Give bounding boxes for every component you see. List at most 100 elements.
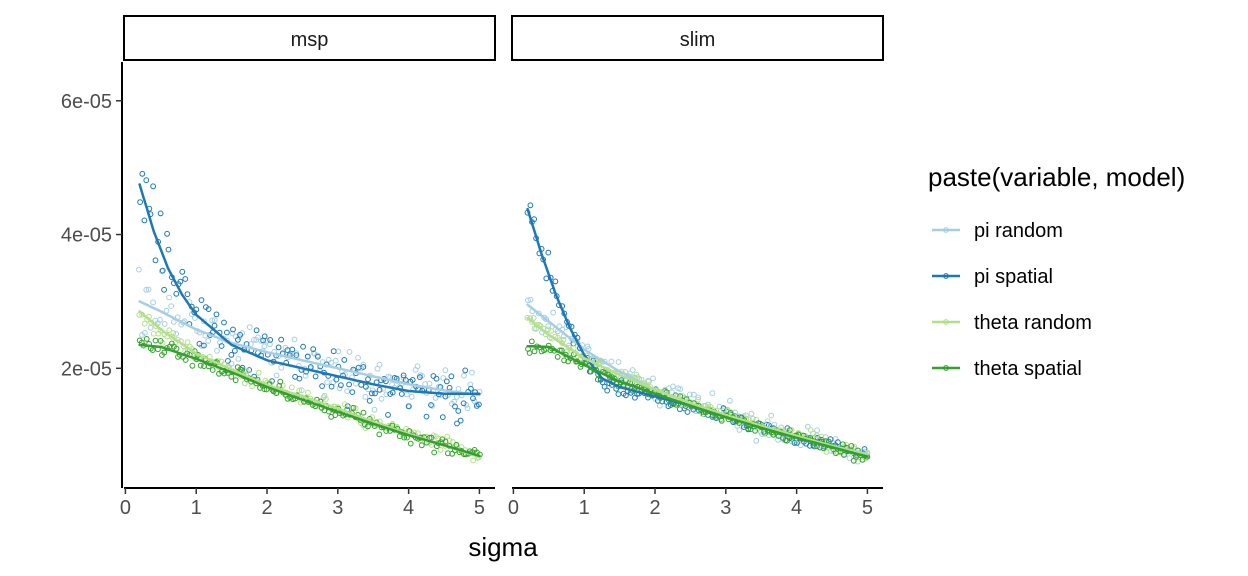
- data-point: [336, 385, 343, 392]
- data-point: [786, 427, 793, 434]
- data-point: [170, 319, 177, 325]
- data-point: [304, 353, 311, 360]
- legend: paste(variable, model) pi random pi spati…: [928, 162, 1185, 380]
- data-point: [214, 347, 220, 354]
- data-point: [365, 376, 371, 383]
- data-point: [344, 388, 351, 395]
- data-point: [695, 396, 701, 403]
- data-point: [197, 362, 204, 369]
- data-point: [332, 412, 339, 419]
- x-tick-label: 5: [862, 497, 873, 519]
- data-point: [615, 359, 622, 365]
- data-point: [608, 358, 615, 365]
- data-point: [300, 343, 307, 350]
- data-point: [768, 412, 775, 419]
- data-point: [246, 324, 253, 331]
- data-point: [454, 420, 460, 427]
- data-point: [470, 395, 476, 402]
- data-point: [152, 337, 159, 344]
- data-point: [150, 299, 157, 306]
- data-point: [330, 348, 337, 355]
- legend-label: theta spatial: [974, 358, 1082, 380]
- data-point: [235, 336, 241, 343]
- data-point: [835, 439, 841, 446]
- data-point: [218, 343, 225, 349]
- data-point: [315, 353, 321, 360]
- data-point: [225, 358, 231, 364]
- x-tick-label: 1: [579, 497, 590, 519]
- data-point: [455, 386, 462, 392]
- data-point: [430, 373, 437, 379]
- data-point: [228, 352, 235, 358]
- data-point: [205, 338, 212, 344]
- data-point: [157, 210, 164, 217]
- x-tick-label: 0: [508, 497, 519, 519]
- data-point: [840, 441, 846, 448]
- data-point: [205, 306, 212, 313]
- data-point: [453, 394, 460, 400]
- series-line-pi-random: [138, 300, 481, 397]
- data-point: [448, 373, 455, 380]
- data-point: [752, 427, 758, 434]
- data-point: [376, 386, 383, 393]
- data-point: [859, 456, 866, 463]
- data-point: [443, 378, 450, 385]
- data-point: [455, 408, 462, 414]
- facet-strip-label: msp: [291, 29, 329, 51]
- legend-label: theta random: [974, 312, 1092, 334]
- legend-label: pi spatial: [974, 266, 1053, 288]
- data-point: [791, 440, 798, 446]
- data-point: [376, 361, 383, 368]
- data-point: [633, 371, 640, 378]
- data-point: [350, 404, 357, 411]
- facet-strip: [123, 15, 496, 61]
- data-point: [461, 372, 467, 379]
- legend-item-theta-random: theta random: [932, 312, 1092, 334]
- data-point: [383, 391, 390, 398]
- y-axis: 2e-05 4e-05 6e-05: [61, 62, 123, 488]
- data-point: [362, 394, 369, 400]
- legend-item-pi-spatial: pi spatial: [932, 266, 1053, 288]
- y-tick-label: 4e-05: [61, 225, 112, 247]
- data-point: [255, 334, 261, 341]
- data-point: [405, 403, 412, 410]
- data-point: [253, 327, 260, 334]
- data-point: [753, 437, 760, 444]
- data-point: [784, 437, 790, 444]
- data-point: [239, 367, 245, 373]
- data-point: [650, 375, 656, 382]
- data-point: [161, 286, 168, 293]
- data-point: [545, 249, 552, 256]
- data-point: [261, 333, 268, 340]
- data-point: [470, 457, 477, 464]
- x-tick-label: 0: [120, 497, 131, 519]
- data-point: [684, 409, 691, 415]
- data-point: [560, 336, 567, 343]
- data-point: [289, 346, 296, 353]
- data-point: [577, 364, 584, 370]
- data-point: [177, 278, 184, 285]
- data-point: [429, 403, 436, 409]
- legend-item-pi-random: pi random: [932, 220, 1063, 242]
- data-point: [432, 395, 439, 401]
- x-tick-label: 3: [332, 497, 343, 519]
- data-point: [527, 202, 534, 209]
- data-point: [423, 413, 430, 420]
- scatter-points: [136, 170, 483, 464]
- data-point: [545, 323, 552, 330]
- data-point: [811, 443, 818, 450]
- data-point: [332, 357, 339, 364]
- data-point: [352, 405, 359, 412]
- data-point: [288, 384, 295, 391]
- data-point: [360, 409, 367, 416]
- data-point: [324, 379, 331, 386]
- data-point: [727, 397, 733, 404]
- data-point: [764, 418, 771, 425]
- data-point: [235, 356, 242, 362]
- data-point: [814, 427, 820, 434]
- data-point: [449, 439, 456, 445]
- data-point: [389, 389, 396, 396]
- data-point: [323, 396, 329, 403]
- data-point: [615, 391, 622, 398]
- data-point: [182, 357, 189, 363]
